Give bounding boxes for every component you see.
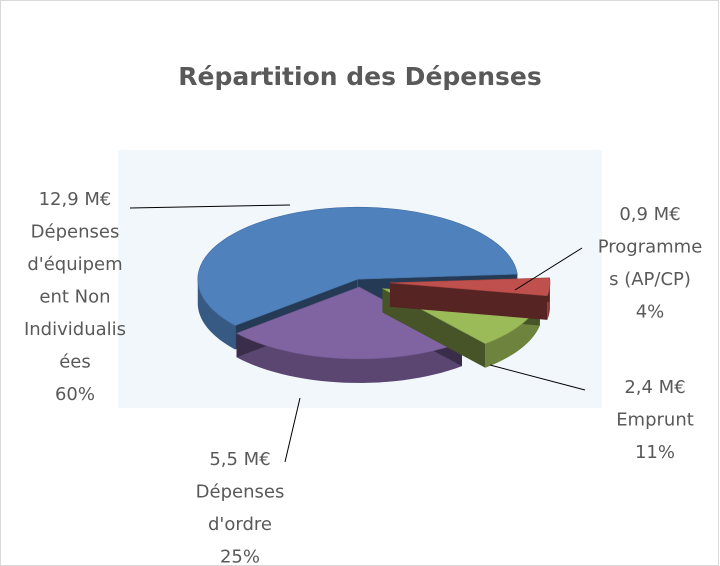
leader-line [489, 364, 586, 391]
category-label: Programme [598, 237, 703, 258]
slice [389, 277, 551, 320]
slice-wall [389, 282, 548, 320]
slice-side [236, 333, 462, 383]
value-label: 4% [636, 302, 665, 323]
category-label: Dépenses [31, 222, 120, 243]
amount-label: 5,5 M€ [209, 449, 270, 470]
leader-line [284, 397, 301, 463]
category-label: Emprunt [616, 410, 694, 431]
value-label: 60% [55, 384, 95, 405]
value-label: 25% [220, 547, 260, 566]
category-label: Dépenses [196, 482, 285, 503]
slice-side [485, 301, 540, 368]
amount-label: 12,9 M€ [39, 189, 112, 210]
labels: 12,9 M€ Dépenses d'équipem ent Non Individua… [24, 189, 702, 566]
chart-title: Répartition des Dépenses [178, 62, 542, 91]
amount-label: 0,9 M€ [619, 204, 680, 225]
category-label: ent Non [39, 287, 110, 308]
slice-top [389, 277, 551, 297]
amount-label: 2,4 M€ [624, 377, 685, 398]
slice-side [197, 279, 236, 350]
category-label: d'équipem [27, 254, 122, 275]
slice-top [235, 286, 463, 360]
leader-line [129, 204, 291, 209]
value-label: 11% [635, 442, 675, 463]
category-label: d'ordre [208, 514, 272, 535]
pie [197, 206, 551, 383]
leader-line [514, 247, 583, 291]
category-label: s (AP/CP) [609, 269, 691, 290]
slice-top [197, 206, 518, 326]
category-label: Individualis [24, 319, 126, 340]
category-label: ées [59, 352, 91, 373]
